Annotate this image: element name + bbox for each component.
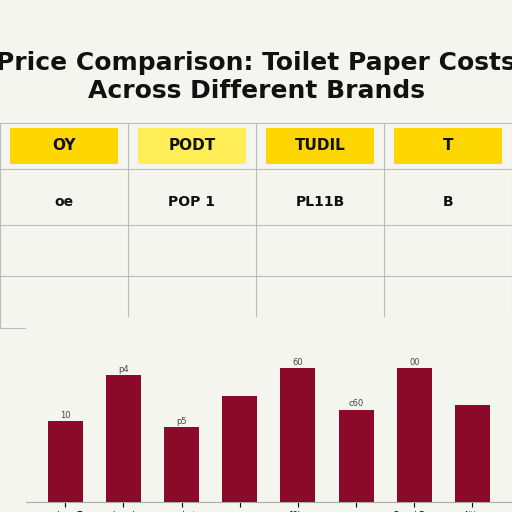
Text: c60: c60 (349, 399, 364, 409)
Bar (397, 368, 432, 502)
Bar (106, 375, 141, 502)
Bar (281, 368, 315, 502)
Text: Price Comparison: Toilet Paper Costs
Across Different Brands: Price Comparison: Toilet Paper Costs Acr… (0, 51, 512, 103)
Bar (455, 405, 490, 502)
Text: 60: 60 (292, 358, 303, 367)
Bar (10, 128, 118, 164)
Bar (222, 396, 257, 502)
Text: 00: 00 (409, 358, 419, 367)
Text: PODT: PODT (168, 138, 216, 154)
Text: PL11B: PL11B (295, 195, 345, 209)
Bar (394, 128, 502, 164)
Bar (48, 421, 82, 502)
Text: T: T (443, 138, 453, 154)
Text: OY: OY (52, 138, 76, 154)
Text: p5: p5 (176, 417, 187, 426)
Bar (138, 128, 246, 164)
Text: p4: p4 (118, 365, 129, 374)
Bar (266, 128, 374, 164)
Bar (338, 410, 374, 502)
Bar (164, 427, 199, 502)
Text: POP 1: POP 1 (168, 195, 216, 209)
Text: oe: oe (54, 195, 74, 209)
Text: TUDIL: TUDIL (294, 138, 346, 154)
Text: B: B (443, 195, 453, 209)
Text: 10: 10 (60, 411, 71, 420)
